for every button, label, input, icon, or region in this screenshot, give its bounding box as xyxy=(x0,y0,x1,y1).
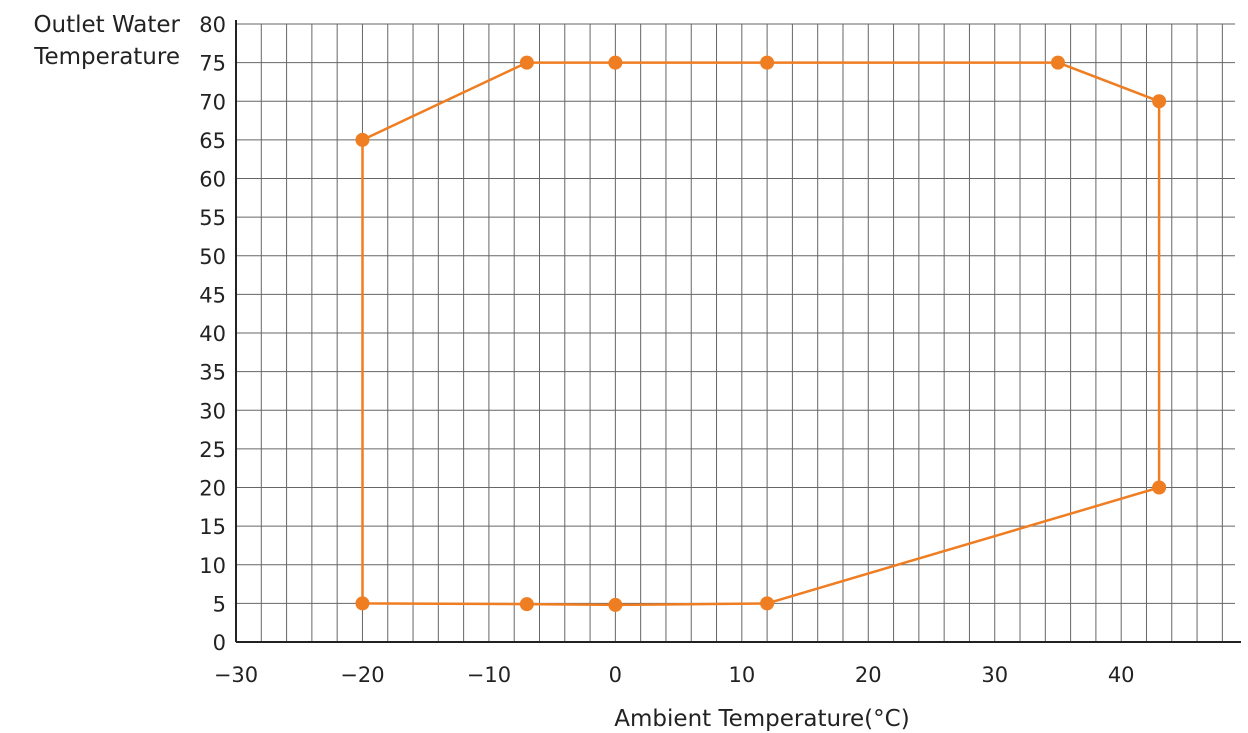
y-tick-label: 75 xyxy=(199,52,226,76)
y-tick-label: 50 xyxy=(199,245,226,269)
y-tick-label: 40 xyxy=(199,322,226,346)
x-tick-label: −10 xyxy=(467,663,511,687)
y-tick-label: 10 xyxy=(199,554,226,578)
y-tick-label: 35 xyxy=(199,361,226,385)
y-tick-label: 80 xyxy=(199,13,226,37)
data-point-1 xyxy=(519,55,534,70)
y-axis-label-line-2: Temperature xyxy=(33,44,180,70)
x-tick-label: −20 xyxy=(340,663,384,687)
y-tick-label: 65 xyxy=(199,129,226,153)
y-tick-label: 70 xyxy=(199,90,226,114)
x-tick-label: −30 xyxy=(214,663,258,687)
series-line-0 xyxy=(361,61,1161,607)
data-point-8 xyxy=(608,597,623,612)
y-tick-label: 60 xyxy=(199,168,226,192)
y-axis-label-line-1: Outlet Water xyxy=(33,12,180,38)
series-layer xyxy=(355,55,1167,612)
x-axis-label: Ambient Temperature(°C) xyxy=(614,706,909,732)
data-point-2 xyxy=(608,55,623,70)
x-tick-label: 10 xyxy=(728,663,755,687)
data-point-5 xyxy=(1152,94,1167,109)
data-point-10 xyxy=(355,596,370,611)
data-point-3 xyxy=(760,55,775,70)
x-tick-label: 30 xyxy=(981,663,1008,687)
y-tick-label: 20 xyxy=(199,477,226,501)
grid xyxy=(236,23,1235,642)
data-point-7 xyxy=(760,596,775,611)
data-point-6 xyxy=(1152,480,1167,495)
y-tick-label: 0 xyxy=(213,631,226,655)
y-tick-label: 55 xyxy=(199,206,226,230)
data-point-9 xyxy=(519,597,534,612)
x-tick-label: 0 xyxy=(609,663,622,687)
y-tick-label: 15 xyxy=(199,515,226,539)
data-point-4 xyxy=(1050,55,1065,70)
axes xyxy=(235,20,1241,643)
y-tick-labels: 0 5 10 15 20 25 30 35 40 45 50 55 60 65 70 75 80 xyxy=(199,13,226,655)
x-tick-label: 40 xyxy=(1108,663,1135,687)
x-tick-label: 20 xyxy=(855,663,882,687)
y-tick-label: 25 xyxy=(199,438,226,462)
y-tick-label: 45 xyxy=(199,283,226,307)
x-tick-labels: −30 −20 −10 0 10 20 30 40 xyxy=(214,663,1135,687)
y-tick-label: 5 xyxy=(213,592,226,616)
y-tick-label: 30 xyxy=(199,399,226,423)
data-point-0 xyxy=(355,132,370,147)
